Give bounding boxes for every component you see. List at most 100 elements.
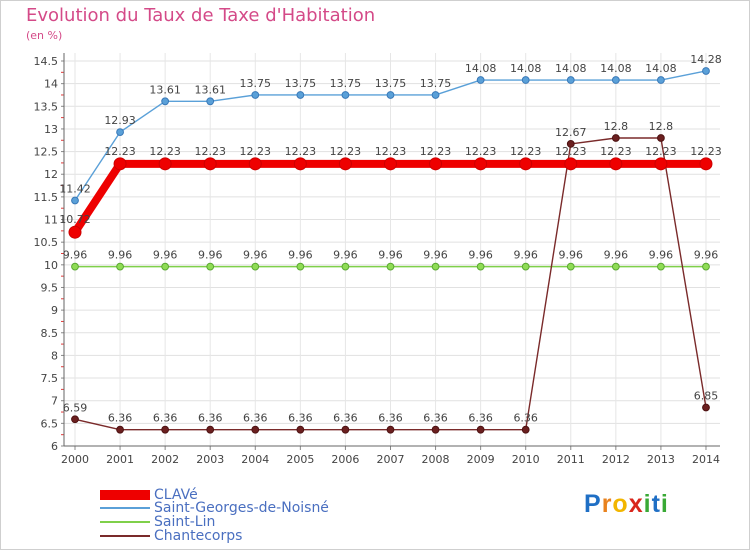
data-label-clave-2008: 12.23 [420, 145, 452, 158]
y-tick-label-11.5: 11.5 [34, 191, 59, 204]
data-point-clave-2009 [474, 157, 488, 171]
series-chantecorps [71, 134, 710, 434]
data-label-saint-lin-2002: 9.96 [153, 249, 178, 262]
data-label-saint-lin-2011: 9.96 [559, 249, 584, 262]
y-tick-label-12.5: 12.5 [34, 146, 59, 159]
y-tick-label-10: 10 [44, 259, 58, 272]
chart-title: Evolution du Taux de Taxe d'Habitation [26, 5, 376, 26]
data-label-saint-georges-de-noisne-2008: 13.75 [420, 77, 452, 90]
data-point-chantecorps-2011 [566, 139, 575, 148]
legend-label-clave: CLAVé [154, 487, 198, 503]
data-point-saint-lin-2013 [657, 262, 665, 271]
legend-swatch-saint-georges [100, 507, 150, 509]
data-point-clave-2006 [338, 157, 352, 171]
data-label-clave-2007: 12.23 [375, 145, 407, 158]
data-label-saint-lin-2008: 9.96 [423, 249, 448, 262]
data-label-chantecorps-2000: 6.59 [63, 401, 88, 414]
data-point-saint-lin-2005 [296, 262, 305, 271]
data-label-saint-lin-2009: 9.96 [468, 249, 493, 262]
data-label-clave-2006: 12.23 [330, 145, 362, 158]
data-point-saint-lin-2008 [431, 262, 440, 271]
legend-label-saint-lin: Saint-Lin [154, 514, 216, 530]
data-point-saint-georges-de-noisne-2000 [71, 196, 79, 205]
legend-swatch-saint-lin [100, 521, 150, 523]
data-point-clave-2007 [383, 157, 397, 171]
data-label-chantecorps-2004: 6.36 [243, 412, 268, 425]
data-label-saint-georges-de-noisne-2007: 13.75 [375, 77, 407, 90]
data-point-saint-georges-de-noisne-2002 [161, 97, 170, 106]
data-label-chantecorps-2013: 12.8 [649, 120, 674, 133]
data-label-saint-lin-2005: 9.96 [288, 249, 313, 262]
data-point-saint-georges-de-noisne-2009 [476, 76, 485, 84]
data-point-saint-lin-2010 [521, 262, 530, 271]
data-point-saint-lin-2002 [161, 262, 170, 271]
data-label-saint-lin-2010: 9.96 [513, 249, 538, 262]
legend-swatch-clave [100, 490, 150, 500]
data-point-saint-georges-de-noisne-2012 [611, 76, 620, 84]
data-label-clave-2014: 12.23 [690, 145, 722, 158]
x-tick-label-2002: 2002 [151, 453, 179, 466]
data-label-saint-georges-de-noisne-2005: 13.75 [285, 77, 317, 90]
data-labels-saint-georges-de-noisne: 11.42 12.93 13.61 13.61 13.75 13.75 13.75 13.75… [59, 53, 721, 196]
y-tick-label-14: 14 [44, 78, 58, 91]
data-point-clave-2000 [68, 225, 82, 239]
data-label-saint-lin-2014: 9.96 [694, 249, 719, 262]
data-point-chantecorps-2003 [206, 425, 215, 434]
x-tick-label-2000: 2000 [61, 453, 89, 466]
data-label-clave-2009: 12.23 [465, 145, 497, 158]
data-label-saint-georges-de-noisne-2010: 14.08 [510, 62, 542, 75]
data-label-clave-2000: 10.72 [59, 213, 91, 226]
legend-item-saint-georges: Saint-Georges-de-Noisné [100, 500, 329, 516]
data-label-saint-georges-de-noisne-2012: 14.08 [600, 62, 632, 75]
series-clave [68, 157, 713, 239]
x-tick-label-2012: 2012 [602, 453, 630, 466]
data-point-chantecorps-2009 [476, 425, 485, 434]
data-label-saint-lin-2001: 9.96 [108, 249, 133, 262]
data-label-saint-georges-de-noisne-2009: 14.08 [465, 62, 497, 75]
data-point-chantecorps-2002 [161, 425, 170, 434]
data-label-saint-georges-de-noisne-2000: 11.42 [59, 183, 91, 196]
data-point-clave-2001 [113, 157, 127, 171]
data-label-chantecorps-2008: 6.36 [423, 412, 448, 425]
legend-label-saint-georges: Saint-Georges-de-Noisné [154, 500, 329, 516]
data-point-chantecorps-2012 [611, 134, 620, 142]
data-point-saint-georges-de-noisne-2011 [566, 76, 575, 84]
data-label-saint-lin-2000: 9.96 [63, 249, 88, 262]
y-tick-label-12: 12 [44, 168, 58, 181]
data-label-chantecorps-2001: 6.36 [108, 412, 133, 425]
data-point-clave-2003 [203, 157, 217, 171]
y-tick-label-8: 8 [51, 349, 58, 362]
y-tick-label-10.5: 10.5 [34, 236, 59, 249]
data-label-clave-2004: 12.23 [240, 145, 272, 158]
x-tick-label-2004: 2004 [241, 453, 269, 466]
y-tick-label-6: 6 [51, 440, 58, 453]
data-label-saint-lin-2012: 9.96 [604, 249, 629, 262]
data-label-saint-georges-de-noisne-2006: 13.75 [330, 77, 362, 90]
data-point-saint-lin-2012 [611, 262, 620, 271]
logo-letter-1: r [601, 490, 613, 518]
data-label-saint-georges-de-noisne-2002: 13.61 [149, 83, 181, 96]
data-label-clave-2003: 12.23 [194, 145, 226, 158]
data-point-clave-2010 [519, 157, 533, 171]
data-label-saint-georges-de-noisne-2011: 14.08 [555, 62, 587, 75]
data-point-saint-lin-2007 [386, 262, 395, 271]
data-point-saint-georges-de-noisne-2004 [251, 91, 260, 99]
logo-letter-2: o [612, 490, 629, 518]
data-point-chantecorps-2007 [386, 425, 395, 434]
x-tick-label-2001: 2001 [106, 453, 134, 466]
data-point-chantecorps-2013 [657, 134, 665, 142]
logo-letter-6: i [660, 490, 669, 518]
logo-letter-4: i [643, 490, 652, 518]
data-point-saint-lin-2006 [341, 262, 350, 271]
data-point-chantecorps-2005 [296, 425, 305, 434]
data-label-clave-2002: 12.23 [149, 145, 181, 158]
data-point-saint-georges-de-noisne-2003 [206, 97, 215, 106]
data-point-saint-georges-de-noisne-2005 [296, 91, 305, 99]
plot-area [64, 53, 720, 446]
data-label-chantecorps-2010: 6.36 [513, 412, 538, 425]
data-point-clave-2005 [293, 157, 307, 171]
data-label-saint-lin-2006: 9.96 [333, 249, 358, 262]
data-labels-chantecorps: 6.59 6.36 6.36 6.36 6.36 6.36 6.36 6.36 6.36 6.36… [63, 120, 718, 425]
x-tick-label-2005: 2005 [286, 453, 314, 466]
x-tick-label-2008: 2008 [422, 453, 450, 466]
